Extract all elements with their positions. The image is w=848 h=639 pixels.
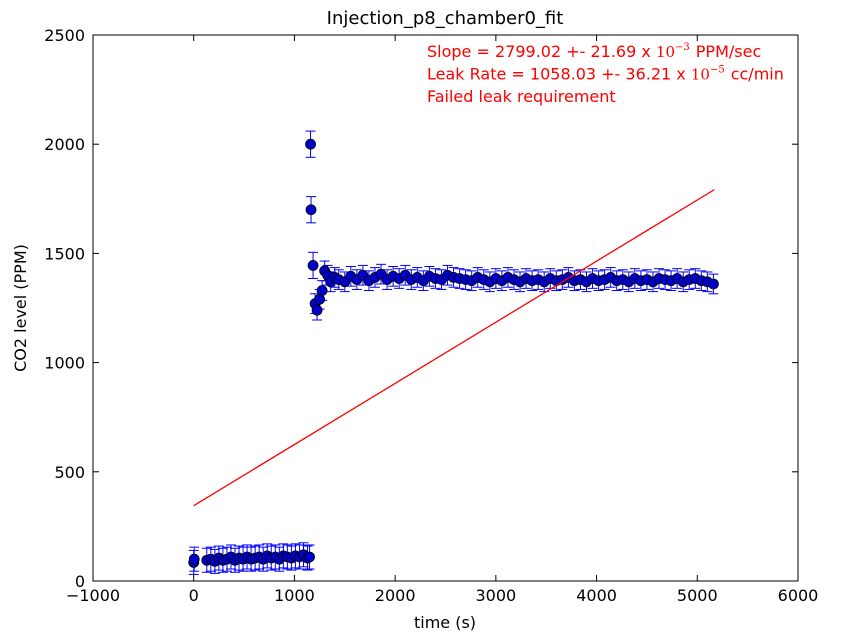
annotation: Slope = 2799.02 +- 21.69 x 10−3 PPM/sec xyxy=(427,42,761,61)
annotation-power: 10 xyxy=(656,43,675,61)
y-axis-label: CO2 level (PPM) xyxy=(11,244,30,372)
x-tick-label: 3000 xyxy=(475,586,516,605)
data-point xyxy=(304,551,315,563)
x-tick-label: 4000 xyxy=(576,586,617,605)
plot-area xyxy=(188,130,719,575)
y-tick-label: 2500 xyxy=(44,26,85,45)
x-tick-label: 5000 xyxy=(677,586,718,605)
y-tick-label: 2000 xyxy=(44,135,85,154)
x-tick-label: 6000 xyxy=(778,586,819,605)
y-tick-label: 1000 xyxy=(44,354,85,373)
annotation: Failed leak requirement xyxy=(427,87,616,106)
axes-frame xyxy=(92,34,799,582)
annotation-unit: cc/min xyxy=(731,65,784,84)
annotation-exponent: −5 xyxy=(710,65,725,76)
fit-line xyxy=(193,189,715,507)
data-point xyxy=(305,204,317,216)
x-tick-label: 1000 xyxy=(274,586,315,605)
data-point xyxy=(188,553,200,565)
y-tick-label: 1500 xyxy=(44,244,85,263)
data-point xyxy=(307,260,319,271)
annotation-unit: PPM/sec xyxy=(696,42,761,61)
data-point xyxy=(316,285,328,296)
annotation-text: Failed leak requirement xyxy=(427,87,616,106)
annotation-exponent: −3 xyxy=(675,42,690,53)
y-tick-label: 0 xyxy=(75,572,85,591)
x-tick-label: −1000 xyxy=(66,586,120,605)
x-tick-label: 2000 xyxy=(375,586,416,605)
annotation-text: Leak Rate = 1058.03 +- 36.21 x xyxy=(427,65,691,84)
chart-title: Injection_p8_chamber0_fit xyxy=(327,8,564,29)
annotations: Slope = 2799.02 +- 21.69 x 10−3 PPM/secLe… xyxy=(427,42,784,106)
annotation-power: 10 xyxy=(691,66,710,84)
data-point xyxy=(708,278,719,290)
y-tick-label: 500 xyxy=(54,463,85,482)
data-point xyxy=(305,138,316,150)
annotation-text: Slope = 2799.02 +- 21.69 x xyxy=(427,42,656,61)
x-tick-label: 0 xyxy=(189,586,199,605)
data-point xyxy=(311,304,323,316)
x-axis-label: time (s) xyxy=(414,613,476,632)
annotation: Leak Rate = 1058.03 +- 36.21 x 10−5 cc/mi… xyxy=(427,65,784,84)
